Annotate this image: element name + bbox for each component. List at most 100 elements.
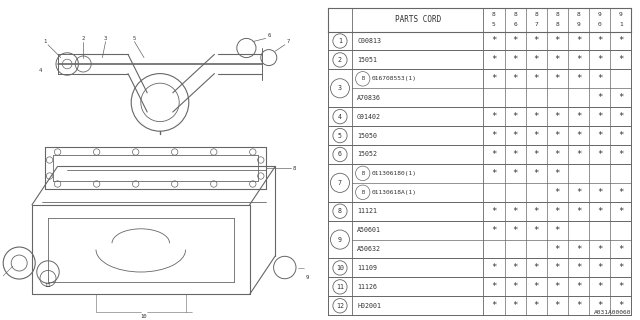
Text: *: * [492, 226, 497, 235]
Text: 1: 1 [619, 22, 623, 27]
Text: *: * [618, 301, 623, 310]
Text: *: * [513, 150, 518, 159]
Text: *: * [576, 55, 581, 64]
Text: *: * [597, 150, 602, 159]
Text: 4: 4 [338, 114, 342, 120]
Text: B: B [361, 190, 364, 195]
Text: *: * [576, 150, 581, 159]
Text: 11: 11 [336, 284, 344, 290]
Text: *: * [597, 131, 602, 140]
Text: *: * [576, 282, 581, 291]
Text: *: * [555, 55, 560, 64]
Text: *: * [555, 36, 560, 45]
Text: 3: 3 [338, 85, 342, 91]
Text: *: * [555, 282, 560, 291]
Text: *: * [597, 55, 602, 64]
Text: *: * [534, 36, 539, 45]
Text: *: * [576, 36, 581, 45]
Text: H02001: H02001 [357, 303, 381, 309]
Text: 8: 8 [534, 12, 538, 18]
Text: *: * [492, 282, 497, 291]
Text: 11109: 11109 [357, 265, 377, 271]
Text: *: * [618, 282, 623, 291]
Text: 9: 9 [598, 12, 602, 18]
Text: 2: 2 [81, 36, 85, 41]
Text: *: * [618, 150, 623, 159]
Text: *: * [513, 36, 518, 45]
Text: 12: 12 [336, 303, 344, 309]
Text: A70836: A70836 [357, 95, 381, 101]
Text: *: * [492, 112, 497, 121]
Text: *: * [597, 93, 602, 102]
Text: *: * [597, 36, 602, 45]
Text: *: * [618, 112, 623, 121]
Text: B: B [361, 76, 364, 81]
Text: 4: 4 [38, 68, 42, 73]
Text: *: * [492, 263, 497, 272]
Text: *: * [555, 131, 560, 140]
Text: *: * [618, 263, 623, 272]
Text: *: * [576, 188, 581, 197]
Text: 016708553(1): 016708553(1) [371, 76, 417, 81]
Text: 8: 8 [556, 12, 559, 18]
Text: 15052: 15052 [357, 151, 377, 157]
Text: 8: 8 [292, 165, 296, 171]
Text: *: * [597, 244, 602, 253]
Text: *: * [513, 263, 518, 272]
Text: *: * [618, 244, 623, 253]
Text: 10: 10 [141, 314, 147, 319]
Text: *: * [576, 301, 581, 310]
Text: *: * [597, 282, 602, 291]
Text: *: * [576, 244, 581, 253]
Text: *: * [534, 55, 539, 64]
Text: *: * [492, 55, 497, 64]
Text: *: * [618, 188, 623, 197]
Text: *: * [597, 188, 602, 197]
Text: 5: 5 [492, 22, 496, 27]
Text: 2: 2 [338, 57, 342, 63]
Text: 3: 3 [104, 36, 108, 41]
Text: *: * [513, 169, 518, 178]
Text: *: * [555, 188, 560, 197]
Text: PARTS CORD: PARTS CORD [395, 15, 441, 24]
Text: *: * [534, 150, 539, 159]
Text: 10: 10 [336, 265, 344, 271]
Text: *: * [576, 112, 581, 121]
Text: 8: 8 [577, 12, 580, 18]
Text: *: * [492, 36, 497, 45]
Text: *: * [534, 131, 539, 140]
Text: *: * [555, 112, 560, 121]
Text: *: * [492, 207, 497, 216]
Text: *: * [597, 112, 602, 121]
Text: 8: 8 [338, 208, 342, 214]
Text: A50601: A50601 [357, 227, 381, 233]
Text: *: * [576, 207, 581, 216]
Text: 9: 9 [338, 236, 342, 243]
Text: *: * [534, 207, 539, 216]
Text: 15051: 15051 [357, 57, 377, 63]
Text: *: * [492, 150, 497, 159]
Text: *: * [618, 55, 623, 64]
Text: *: * [555, 150, 560, 159]
Text: *: * [534, 263, 539, 272]
Text: *: * [534, 301, 539, 310]
Text: *: * [576, 131, 581, 140]
Text: 7: 7 [534, 22, 538, 27]
Text: 8: 8 [513, 12, 517, 18]
Text: *: * [513, 55, 518, 64]
Text: *: * [492, 301, 497, 310]
Text: *: * [555, 263, 560, 272]
Text: *: * [555, 226, 560, 235]
Text: *: * [618, 131, 623, 140]
Text: 15050: 15050 [357, 132, 377, 139]
Text: *: * [492, 131, 497, 140]
Text: 9: 9 [577, 22, 580, 27]
Text: *: * [534, 169, 539, 178]
Text: 1: 1 [338, 38, 342, 44]
Text: *: * [534, 226, 539, 235]
Text: 11121: 11121 [357, 208, 377, 214]
Text: A50632: A50632 [357, 246, 381, 252]
Text: 7: 7 [338, 180, 342, 186]
Text: *: * [513, 301, 518, 310]
Text: B: B [361, 171, 364, 176]
